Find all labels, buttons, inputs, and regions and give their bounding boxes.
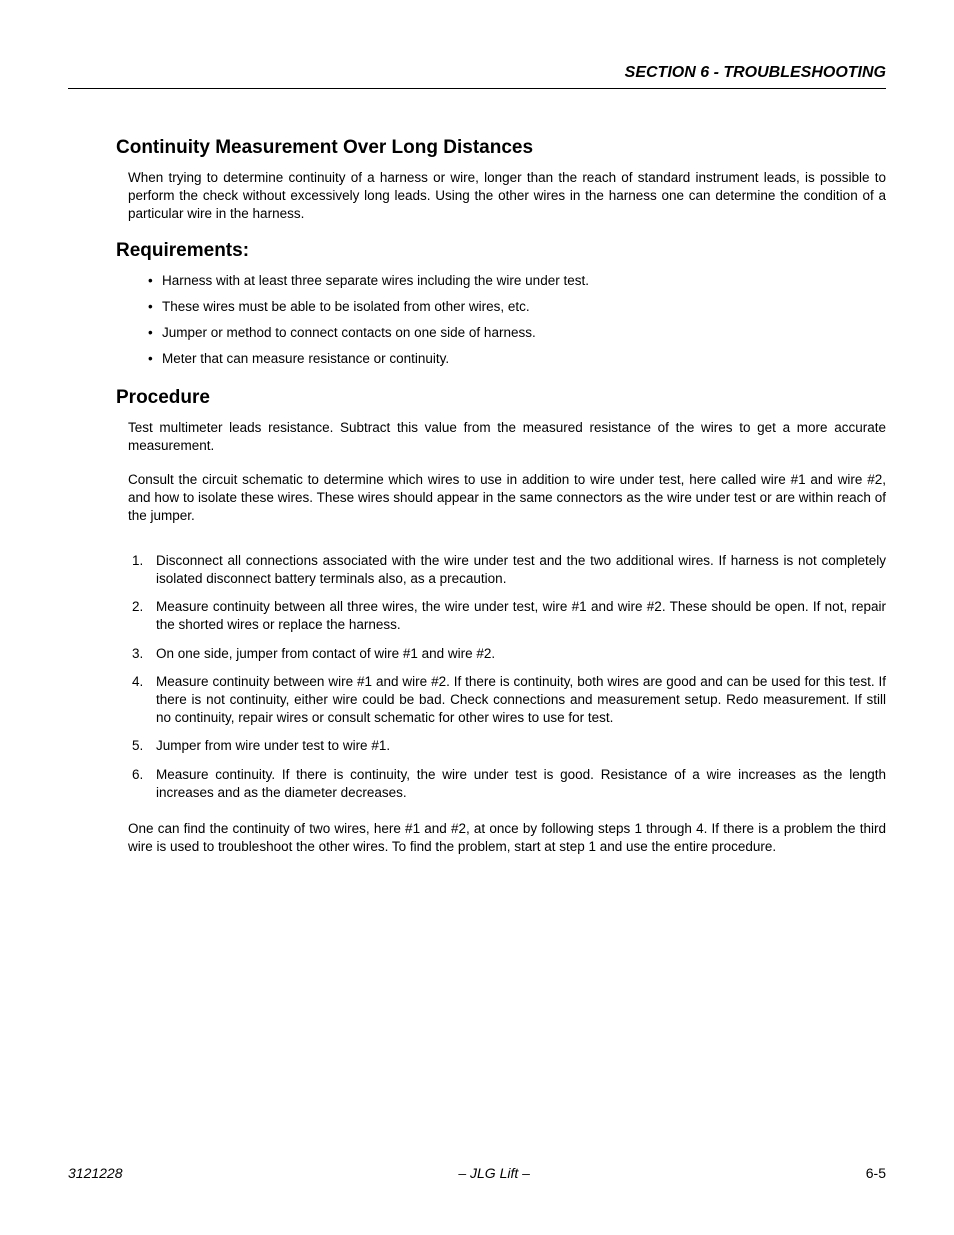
para-procedure-1: Test multimeter leads resistance. Subtra… bbox=[128, 419, 886, 455]
list-item: Measure continuity between all three wir… bbox=[128, 598, 886, 634]
footer-page-number: 6-5 bbox=[866, 1165, 886, 1181]
section-header: SECTION 6 - TROUBLESHOOTING bbox=[68, 64, 886, 89]
list-item: Measure continuity. If there is continui… bbox=[128, 766, 886, 802]
list-item: On one side, jumper from contact of wire… bbox=[128, 645, 886, 663]
requirements-list: Harness with at least three separate wir… bbox=[148, 272, 886, 369]
procedure-steps: Disconnect all connections associated wi… bbox=[128, 552, 886, 802]
para-procedure-3: One can find the continuity of two wires… bbox=[128, 820, 886, 856]
para-procedure-2: Consult the circuit schematic to determi… bbox=[128, 471, 886, 526]
page-footer: 3121228 – JLG Lift – 6-5 bbox=[68, 1165, 886, 1181]
heading-procedure: Procedure bbox=[116, 387, 886, 409]
para-intro: When trying to determine continuity of a… bbox=[128, 169, 886, 224]
footer-brand: – JLG Lift – bbox=[458, 1165, 530, 1181]
list-item: These wires must be able to be isolated … bbox=[148, 298, 886, 316]
heading-requirements: Requirements: bbox=[116, 240, 886, 262]
footer-doc-number: 3121228 bbox=[68, 1165, 123, 1181]
list-item: Harness with at least three separate wir… bbox=[148, 272, 886, 290]
list-item: Disconnect all connections associated wi… bbox=[128, 552, 886, 588]
heading-continuity: Continuity Measurement Over Long Distanc… bbox=[116, 137, 886, 159]
list-item: Meter that can measure resistance or con… bbox=[148, 350, 886, 368]
list-item: Jumper from wire under test to wire #1. bbox=[128, 737, 886, 755]
list-item: Jumper or method to connect contacts on … bbox=[148, 324, 886, 342]
list-item: Measure continuity between wire #1 and w… bbox=[128, 673, 886, 728]
